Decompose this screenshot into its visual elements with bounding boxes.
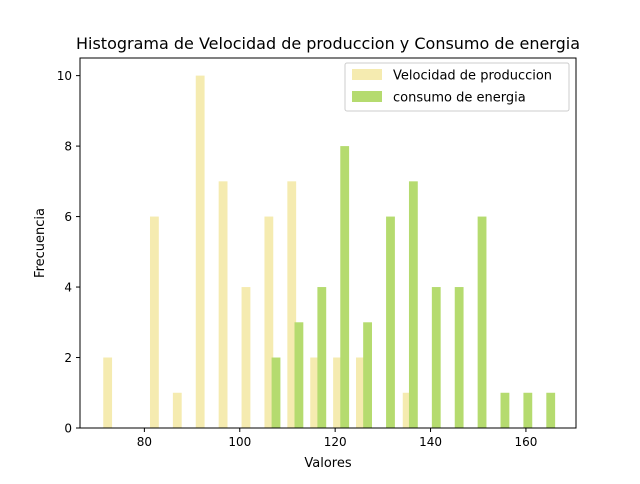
x-tick-label: 160	[514, 435, 537, 449]
bar-series0-bin5	[241, 287, 251, 428]
bar-series1-bin12	[546, 392, 556, 428]
bar-series1-bin1	[294, 322, 304, 428]
bar-series0-bin2	[172, 392, 182, 428]
bar-series1-bin4	[363, 322, 372, 428]
x-tick-label: 140	[419, 435, 442, 449]
bar-series0-bin1	[149, 216, 159, 428]
y-tick-label: 10	[57, 69, 72, 83]
bar-series0-bin4	[218, 181, 228, 428]
y-tick-label: 4	[64, 281, 72, 295]
y-tick-label: 8	[64, 140, 72, 154]
bar-series1-bin7	[431, 287, 441, 428]
x-axis-ticks: 80 100 120 140 160	[137, 428, 537, 449]
legend-swatch-0	[352, 69, 382, 80]
y-tick-label: 0	[64, 422, 72, 436]
legend: Velocidad de produccion consumo de energi…	[344, 62, 570, 112]
y-tick-label: 2	[64, 351, 72, 365]
bar-series0-bin6	[264, 216, 274, 428]
bar-series1-bin10	[500, 392, 510, 428]
legend-box	[344, 62, 570, 112]
bar-series1-bin2	[317, 287, 327, 428]
legend-label-0: Velocidad de produccion	[393, 69, 552, 84]
bar-series1-bin3	[340, 146, 350, 428]
bar-series1-bin0	[271, 357, 281, 428]
y-axis-label: Frecuencia	[33, 208, 48, 278]
bar-series0-bin7	[287, 181, 297, 428]
legend-swatch-1	[352, 91, 382, 102]
bar-series0-bin0	[103, 357, 113, 428]
bar-series1-bin8	[454, 287, 464, 428]
plot-frame	[79, 57, 577, 429]
bars-layer	[103, 75, 556, 429]
y-axis-ticks: 0 2 4 6 8 10	[57, 69, 80, 436]
bar-series0-bin8	[310, 357, 320, 428]
bar-series1-bin5	[386, 216, 395, 428]
x-tick-label: 80	[137, 435, 152, 449]
y-tick-label: 6	[64, 210, 72, 224]
bar-series1-bin9	[477, 216, 487, 428]
x-tick-label: 120	[324, 435, 347, 449]
bar-series1-bin6	[408, 181, 418, 428]
bar-series0-bin3	[195, 75, 205, 429]
x-axis-label: Valores	[304, 456, 351, 471]
chart-title: Histograma de Velocidad de produccion y …	[76, 34, 580, 53]
bar-series1-bin11	[523, 392, 533, 428]
bar-series0-bin11	[402, 392, 412, 428]
legend-label-1: consumo de energia	[393, 91, 526, 106]
bar-series0-bin10	[356, 357, 365, 428]
x-tick-label: 100	[228, 435, 251, 449]
bar-series0-bin9	[333, 357, 342, 428]
